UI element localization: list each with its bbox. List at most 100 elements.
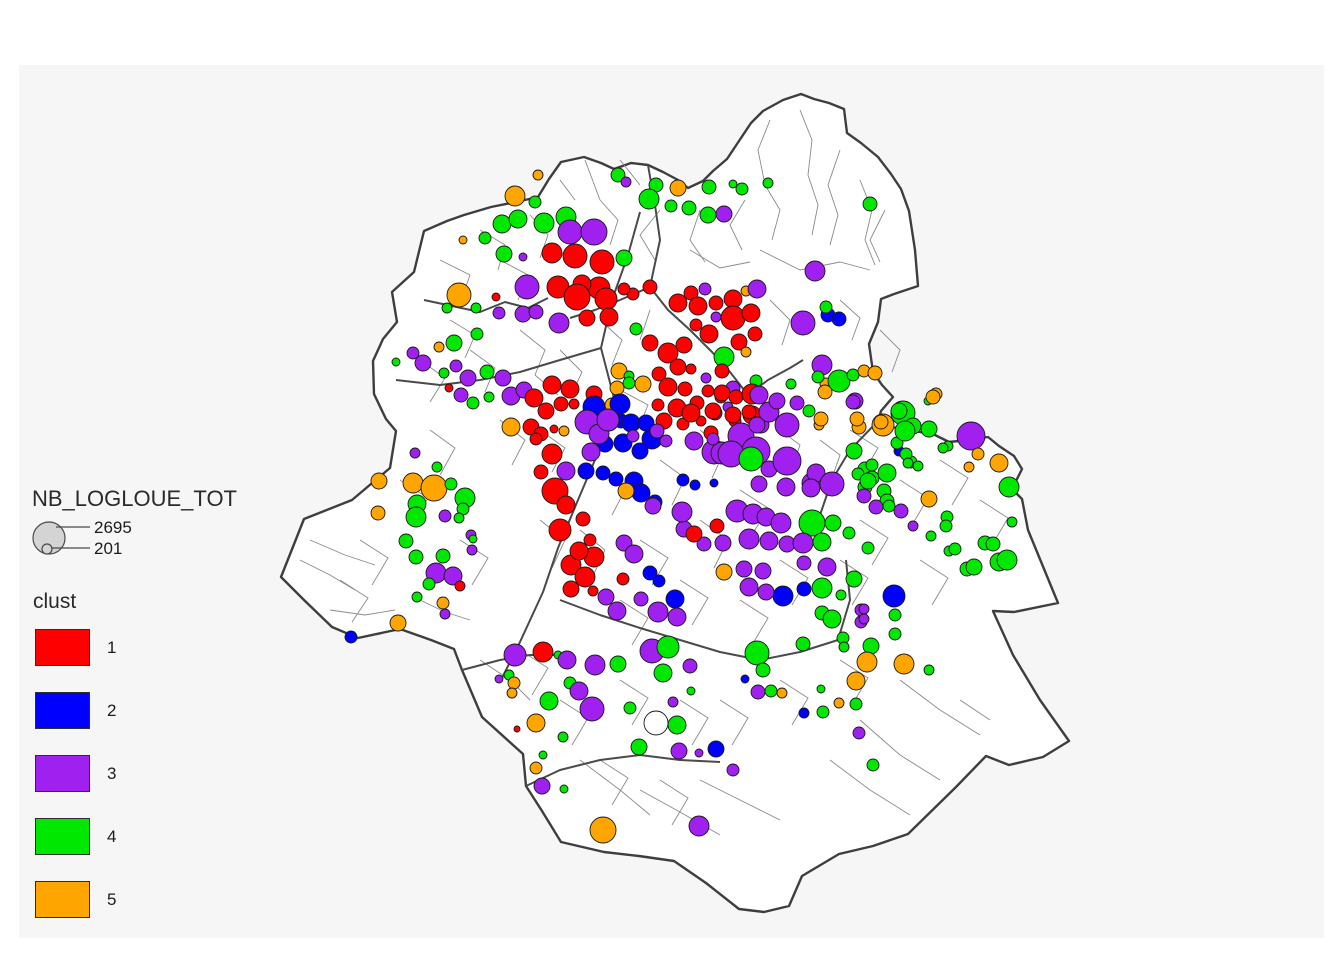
map-symbol (514, 305, 532, 323)
map-symbol (768, 392, 786, 410)
map-symbol (739, 577, 759, 597)
map-symbol (449, 359, 463, 373)
map-symbol (608, 471, 624, 487)
map-symbol (532, 169, 544, 181)
map-symbol (642, 565, 658, 581)
map-symbol (795, 636, 811, 652)
map-symbol (622, 376, 636, 390)
map-symbol (579, 696, 605, 722)
map-symbol (634, 375, 652, 393)
map-symbol (762, 177, 774, 189)
map-symbol (562, 243, 588, 269)
map-symbol (963, 461, 975, 473)
map-symbol (445, 334, 463, 352)
map-symbol (559, 784, 569, 794)
map-symbol (589, 816, 617, 844)
map-symbol (699, 324, 719, 344)
map-symbol (491, 292, 501, 302)
map-symbol (609, 393, 631, 415)
map-symbol (831, 311, 847, 327)
map-symbol (597, 588, 615, 606)
map-symbol (833, 697, 845, 709)
cluster-label: 3 (107, 763, 117, 783)
size-legend-title: NB_LOGLOUE_TOT (32, 486, 237, 511)
map-symbol (858, 613, 870, 625)
map-symbol (466, 396, 480, 410)
map-symbol (877, 463, 897, 483)
map-symbol (402, 472, 424, 494)
map-symbol (599, 307, 619, 327)
map-symbol (819, 471, 845, 497)
map-symbol (647, 601, 669, 623)
map-symbol (617, 282, 631, 296)
map-symbol (774, 412, 800, 438)
map-symbol (888, 627, 902, 641)
map-symbol (549, 424, 559, 434)
map-symbol (816, 684, 826, 694)
map-symbol (735, 560, 753, 578)
map-symbol (557, 219, 583, 245)
map-symbol (658, 377, 678, 397)
map-symbol (920, 420, 938, 438)
map-symbol (623, 701, 637, 715)
map-symbol (802, 404, 816, 418)
map-symbol (446, 282, 472, 308)
cluster-swatch (35, 755, 90, 792)
map-symbol (754, 562, 772, 580)
map-symbol (495, 245, 513, 263)
map-symbol (528, 195, 542, 209)
cluster-legend-row: 4 (35, 818, 116, 855)
map-symbol (595, 465, 611, 481)
map-symbol (852, 726, 866, 740)
map-symbol (956, 421, 986, 451)
map-symbol (700, 372, 712, 384)
map-symbol (653, 663, 673, 683)
map-symbol (684, 431, 704, 451)
map-symbol (801, 478, 821, 498)
map-symbol (656, 635, 680, 659)
map-symbol (620, 176, 632, 188)
map-symbol (750, 475, 768, 493)
map-symbol (715, 563, 733, 581)
map-symbol (714, 363, 730, 379)
cluster-label: 4 (107, 826, 117, 846)
map-symbol (730, 333, 748, 351)
map-symbol (664, 199, 678, 213)
map-symbol (409, 447, 421, 459)
map-symbol (740, 674, 750, 684)
map-symbol (689, 318, 703, 332)
map-symbol (882, 499, 896, 513)
map-symbol (937, 442, 949, 454)
map-symbol (912, 460, 924, 472)
map-symbol (414, 354, 432, 372)
map-symbol (689, 479, 701, 491)
map-symbol (755, 662, 771, 678)
map-symbol (681, 403, 701, 423)
map-symbol (846, 368, 860, 382)
map-symbol (772, 446, 802, 476)
map-symbol (587, 585, 599, 597)
map-symbol (431, 461, 443, 473)
map-symbol (948, 542, 962, 556)
map-symbol (651, 366, 667, 382)
map-symbol (682, 658, 698, 674)
map-symbol (651, 398, 665, 412)
map-symbol (796, 581, 812, 597)
map-symbol (827, 369, 851, 393)
map-symbol (470, 302, 482, 314)
map-symbol (741, 303, 761, 323)
map-symbol (925, 389, 941, 405)
map-symbol (713, 384, 731, 402)
map-symbol (819, 300, 833, 314)
map-symbol (759, 531, 779, 551)
map-symbol (631, 483, 651, 503)
map-symbol (750, 684, 766, 700)
map-symbol (617, 482, 635, 500)
map-symbol (715, 205, 733, 223)
map-symbol (609, 380, 625, 396)
map-symbol (438, 367, 450, 379)
map-symbol (671, 501, 693, 523)
map-symbol (667, 607, 687, 627)
map-symbol (772, 585, 794, 607)
